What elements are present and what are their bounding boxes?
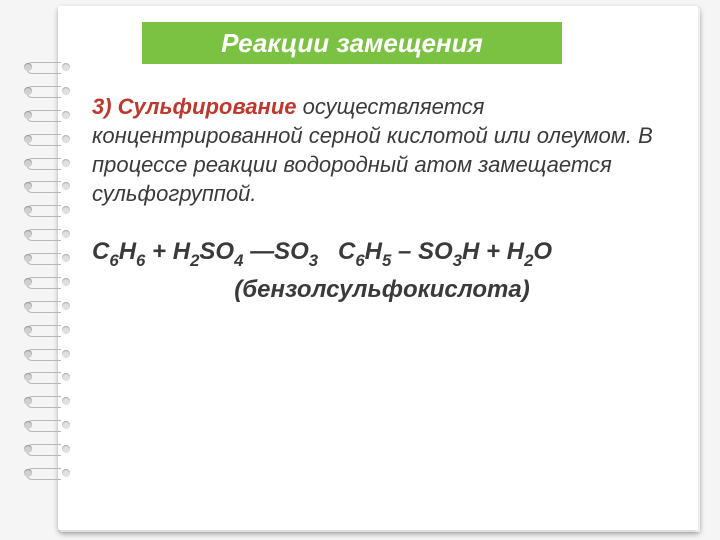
spiral-ring [26, 466, 70, 480]
spiral-ring [26, 108, 70, 122]
eq-token: + Н [145, 238, 190, 265]
eq-subscript: 3 [309, 251, 318, 270]
slide-title: Реакции замещения [221, 28, 483, 59]
eq-token: С [331, 238, 355, 265]
paragraph: 3) Сульфирование осуществляется концентр… [92, 92, 672, 208]
spiral-ring [26, 156, 70, 170]
spiral-ring [26, 442, 70, 456]
spiral-ring [26, 275, 70, 289]
eq-token: SO [199, 238, 234, 265]
equation-line: С6Н6 + Н2SO4 —SO3 С6Н5 – SO3Н + Н2О [92, 236, 672, 271]
spiral-ring [26, 132, 70, 146]
spiral-ring [26, 179, 70, 193]
eq-subscript: 5 [382, 251, 391, 270]
title-bar: Реакции замещения [142, 22, 562, 64]
spiral-binding [26, 60, 70, 480]
product-label: (бензолсульфокислота) [92, 274, 672, 306]
spiral-ring [26, 84, 70, 98]
spiral-ring [26, 299, 70, 313]
eq-subscript: 4 [234, 251, 243, 270]
eq-token: Н [119, 238, 136, 265]
spiral-ring [26, 227, 70, 241]
spiral-ring [26, 418, 70, 432]
eq-token: —SO [243, 238, 308, 265]
paragraph-lead: 3) Сульфирование [92, 94, 297, 119]
eq-token: – SO [391, 238, 452, 265]
eq-subscript: 6 [355, 251, 364, 270]
eq-token: С [92, 238, 109, 265]
eq-token: Н + Н [462, 238, 524, 265]
spiral-ring [26, 203, 70, 217]
eq-subscript: 2 [190, 251, 199, 270]
content-area: 3) Сульфирование осуществляется концентр… [92, 92, 672, 306]
eq-subscript: 6 [136, 251, 145, 270]
eq-subscript: 6 [109, 251, 118, 270]
spiral-ring [26, 323, 70, 337]
spiral-ring [26, 370, 70, 384]
spiral-ring [26, 394, 70, 408]
eq-token: Н [365, 238, 382, 265]
spiral-ring [26, 60, 70, 74]
slide: Реакции замещения 3) Сульфирование осуще… [0, 0, 720, 540]
eq-token: О [533, 238, 552, 265]
chemical-equation: С6Н6 + Н2SO4 —SO3 С6Н5 – SO3Н + Н2О (бен… [92, 236, 672, 306]
spiral-ring [26, 251, 70, 265]
eq-subscript: 3 [453, 251, 462, 270]
eq-subscript: 2 [524, 251, 533, 270]
spiral-ring [26, 347, 70, 361]
